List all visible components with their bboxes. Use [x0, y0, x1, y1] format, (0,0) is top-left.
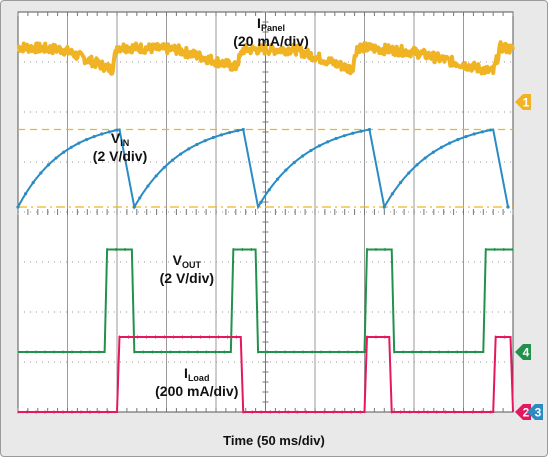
traces — [16, 40, 515, 414]
channel-marker-label: 1 — [523, 96, 530, 110]
trace-input-voltage-point — [359, 129, 363, 133]
trace-input-voltage-point — [456, 137, 460, 142]
trace-input-voltage-point — [448, 141, 452, 145]
load-current-label: ILoad (200 mA/div) — [155, 364, 239, 399]
trace-input-voltage-point — [16, 205, 20, 209]
trace-input-voltage-point — [211, 135, 215, 140]
trace-input-voltage-point — [236, 129, 240, 133]
reference-lines — [18, 128, 513, 208]
channel-marker-label: 4 — [523, 346, 530, 360]
channel-4-marker: 4 — [515, 344, 531, 360]
channel-marker-label: 3 — [535, 406, 542, 420]
trace-input-voltage-point — [259, 200, 263, 204]
panel-current-label: IPanel (20 mA/div) — [233, 14, 309, 49]
trace-input-voltage-point — [228, 130, 232, 135]
trace-input-voltage-point — [464, 134, 468, 139]
trace-input-voltage-point — [24, 192, 28, 196]
trace-input-voltage-point — [146, 184, 150, 188]
grid — [17, 11, 514, 413]
trace-input-voltage-point — [195, 142, 199, 147]
trace-input-voltage-point — [367, 127, 372, 132]
trace-input-voltage-point — [62, 150, 66, 154]
trace-input-voltage-point — [46, 163, 51, 167]
channel-1-marker: 1 — [515, 94, 531, 110]
trace-input-voltage-point — [92, 134, 96, 139]
channel-marker-flag — [515, 344, 531, 360]
trace-input-voltage-point — [472, 132, 476, 136]
trace-input-voltage-point — [219, 133, 224, 137]
trace-input-voltage-point — [439, 145, 444, 149]
trace-input-voltage-point — [342, 134, 346, 138]
channel-marker-flag — [515, 404, 531, 420]
trace-input-voltage-point — [506, 205, 510, 209]
trace-input-voltage-point — [431, 150, 435, 154]
trace-input-voltage-point — [138, 196, 142, 200]
trace-input-voltage-point — [480, 130, 484, 134]
trace-input-voltage-point — [275, 177, 280, 181]
trace-input-voltage-point — [77, 141, 81, 145]
channel-3-marker: 3 — [527, 404, 543, 420]
trace-input-voltage-point — [162, 165, 166, 170]
trace-input-voltage-point — [317, 144, 321, 148]
channel-marker-flag — [527, 404, 543, 420]
trace-input-voltage-point — [203, 139, 207, 143]
trace-input-voltage-point — [326, 140, 330, 144]
trace-input-voltage-point — [292, 160, 296, 165]
trace-panel-current — [16, 40, 515, 76]
trace-input-voltage-point — [107, 130, 111, 134]
trace-input-voltage-point — [154, 174, 158, 178]
channel-markers: 1 4 2 3 — [515, 94, 543, 420]
channel-marker-flag — [515, 94, 531, 110]
trace-input-voltage-point — [399, 180, 403, 185]
trace-input-voltage-point — [309, 148, 313, 153]
output-voltage-label: VOUT (2 V/div) — [159, 252, 215, 286]
trace-input-voltage-point — [241, 127, 245, 132]
trace-input-voltage-point — [54, 156, 58, 160]
channel-2-marker: 2 — [515, 404, 531, 420]
trace-input-voltage-point — [100, 132, 104, 136]
trace-input-voltage-point — [115, 128, 119, 132]
trace-input-voltage-point — [351, 131, 355, 135]
trace-input-voltage-point — [382, 205, 386, 209]
trace-input-voltage-point — [179, 152, 183, 156]
trace-input-voltage-point — [69, 145, 73, 149]
trace-input-voltage-point — [334, 136, 338, 141]
trace-input-voltage-point — [267, 188, 271, 192]
trace-input-voltage-point — [31, 180, 35, 185]
trace-input-voltage-point — [301, 154, 305, 158]
trace-input-voltage-point — [187, 147, 191, 151]
trace-input-voltage-point — [170, 158, 175, 162]
input-voltage-label: VIN (2 V/div) — [92, 129, 148, 164]
channel-marker-label: 2 — [523, 406, 530, 420]
trace-input-voltage-point — [415, 163, 419, 167]
trace-input-voltage-point — [423, 156, 427, 160]
trace-input-voltage-point — [132, 205, 136, 209]
x-axis-label: Time (50 ms/div) — [223, 433, 325, 448]
trace-input-voltage-point — [390, 192, 395, 196]
trace-input-voltage-point — [488, 128, 493, 132]
trace-input-voltage-point — [39, 171, 43, 175]
trace-input-voltage-point — [284, 168, 288, 172]
trace-input-voltage-point — [407, 171, 411, 175]
trace-input-voltage-point — [84, 137, 89, 142]
